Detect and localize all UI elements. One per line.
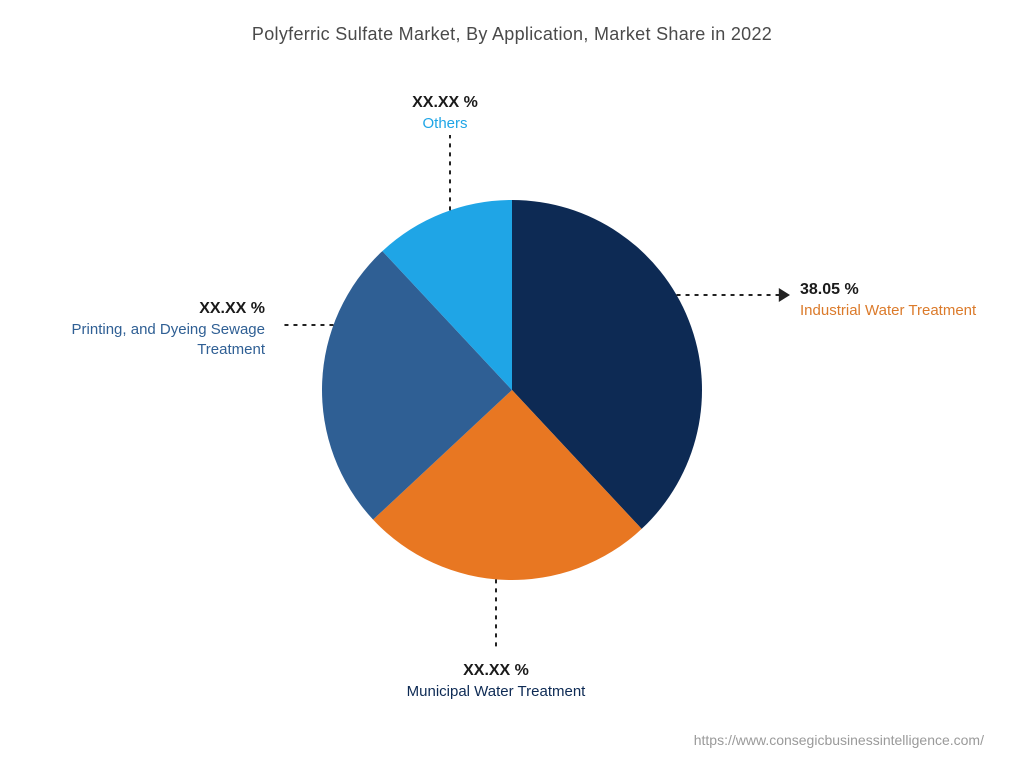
slice-name-industrial: Industrial Water Treatment [800, 301, 976, 321]
slice-percent-municipal: XX.XX % [407, 660, 586, 682]
slice-name-others: Others [412, 114, 478, 134]
slice-label-industrial: 38.05 %Industrial Water Treatment [800, 279, 976, 321]
slice-label-printing: XX.XX %Printing, and Dyeing Sewage Treat… [0, 298, 265, 360]
slice-label-municipal: XX.XX %Municipal Water Treatment [407, 660, 586, 702]
leader-arrow-industrial [779, 288, 790, 302]
slice-name-printing: Printing, and Dyeing Sewage Treatment [0, 320, 265, 361]
chart-title: Polyferric Sulfate Market, By Applicatio… [0, 24, 1024, 45]
slice-name-municipal: Municipal Water Treatment [407, 682, 586, 702]
footer-source-url: https://www.consegicbusinessintelligence… [694, 732, 984, 748]
slice-percent-others: XX.XX % [412, 92, 478, 114]
pie-chart-svg [0, 0, 1024, 768]
slice-percent-printing: XX.XX % [0, 298, 265, 320]
slice-label-others: XX.XX %Others [412, 92, 478, 134]
slice-percent-industrial: 38.05 % [800, 279, 976, 301]
